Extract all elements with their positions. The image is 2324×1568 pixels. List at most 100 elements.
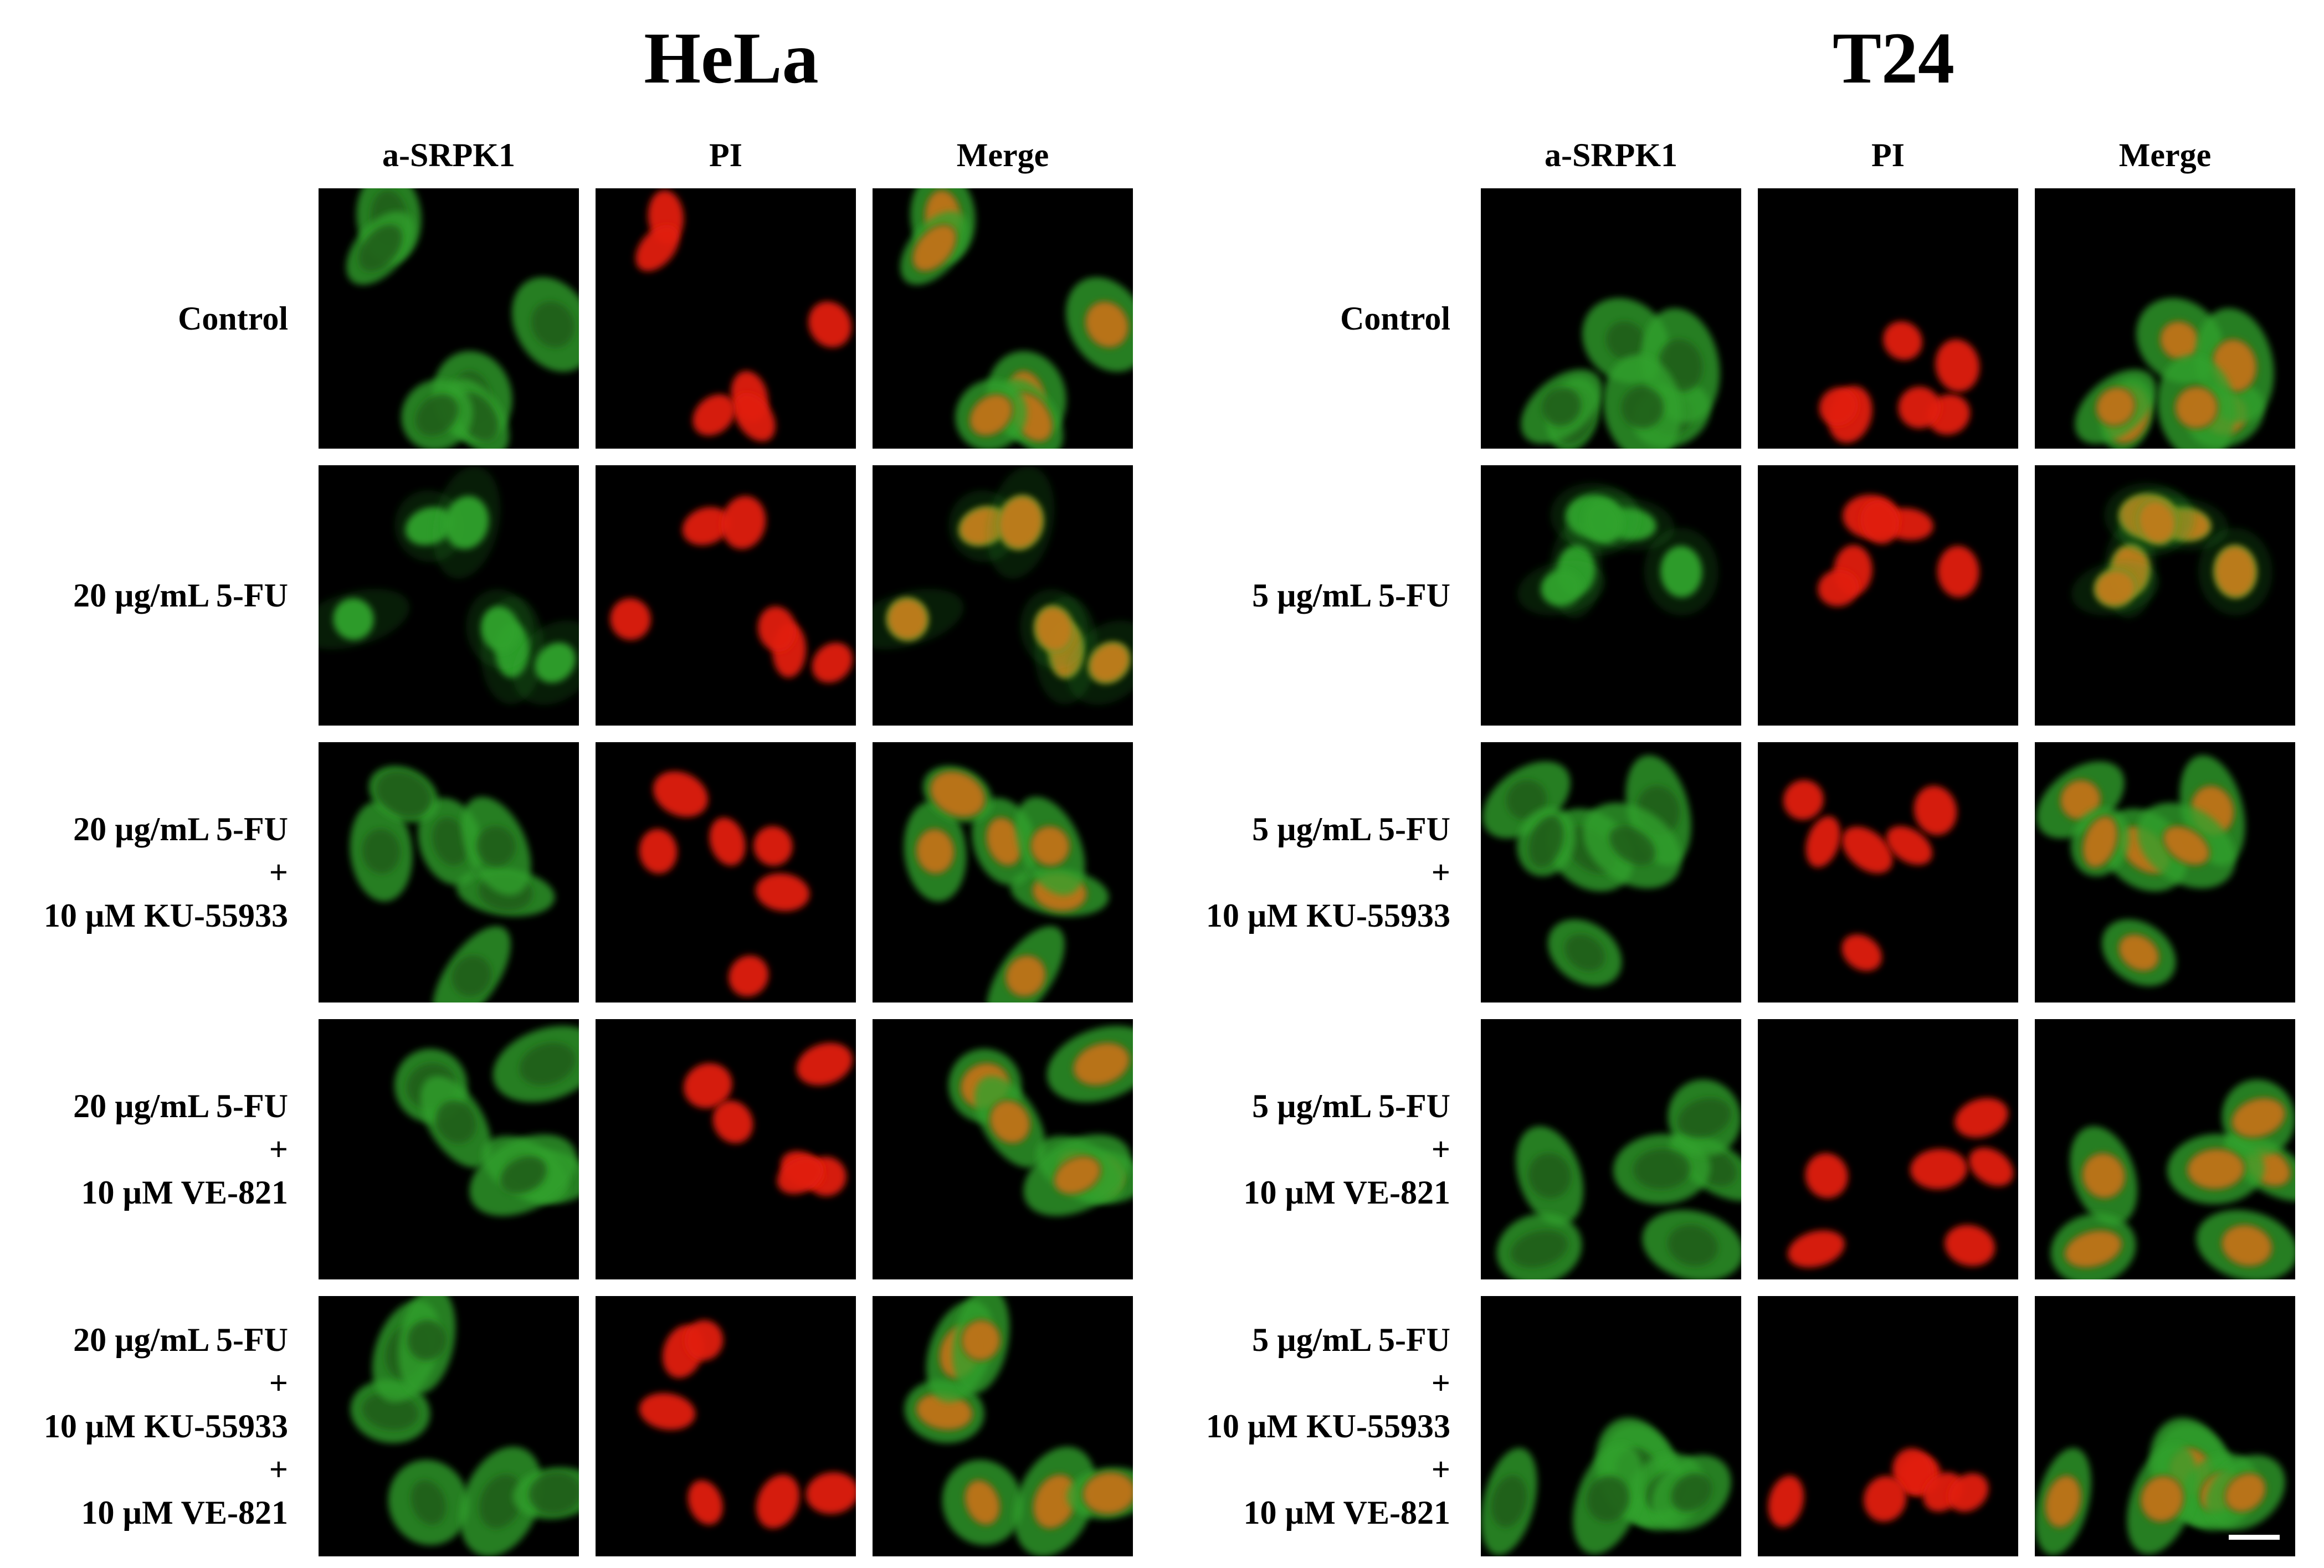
micrograph-image (596, 465, 856, 726)
row-label-line: 20 µg/mL 5-FU (73, 1088, 288, 1124)
micrograph-tile-srpk1 (319, 1019, 579, 1279)
micrograph-tile-merge (873, 188, 1133, 449)
micrograph-image (1758, 1019, 2018, 1279)
row-label-line: 20 µg/mL 5-FU (73, 811, 288, 847)
row-label-plus: + (1431, 1365, 1450, 1401)
row-label-line: Control (1340, 300, 1450, 337)
micrograph-tile-srpk1 (1481, 1296, 1741, 1556)
row-label-plus: + (269, 1451, 288, 1488)
micrograph-tile-pi (1758, 1019, 2018, 1279)
panel-t24: T24 a-SRPK1 PI Merge Control 5 µg/mL 5-F… (1162, 0, 2324, 1568)
micrograph-image (873, 1019, 1133, 1279)
micrograph-image (1481, 1019, 1741, 1279)
column-header-srpk1: a-SRPK1 (1545, 137, 1677, 173)
row-label-line: 10 µM VE-821 (81, 1174, 288, 1211)
micrograph-image (873, 742, 1133, 1003)
micrograph-image (319, 1296, 579, 1556)
column-header-pi: PI (1871, 137, 1905, 173)
micrograph-tile-pi (596, 465, 856, 726)
row-label-control: Control (6, 188, 288, 449)
panel-title: HeLa (644, 17, 819, 99)
row-label-plus: + (269, 1131, 288, 1168)
row-label-plus: + (1431, 854, 1450, 891)
row-label-plus: + (1431, 1451, 1450, 1488)
row-label-control: Control (1168, 188, 1450, 449)
micrograph-image (596, 1019, 856, 1279)
micrograph-image (2035, 1019, 2295, 1279)
row-label-plus: + (269, 1365, 288, 1401)
row-label-line: 10 µM KU-55933 (1205, 1408, 1450, 1444)
micrograph-tile-merge (2035, 742, 2295, 1003)
row-label-line: 10 µM KU-55933 (43, 1408, 288, 1444)
micrograph-tile-pi (1758, 188, 2018, 449)
row-label-5fu-ku-ve: 5 µg/mL 5-FU + 10 µM KU-55933 + 10 µM VE… (1168, 1296, 1450, 1556)
row-label-5fu: 5 µg/mL 5-FU (1168, 465, 1450, 726)
column-header-merge: Merge (956, 137, 1049, 173)
row-label-5fu-ku: 5 µg/mL 5-FU + 10 µM KU-55933 (1168, 742, 1450, 1003)
micrograph-tile-srpk1 (1481, 465, 1741, 726)
micrograph-tile-pi (596, 1296, 856, 1556)
column-header-pi: PI (709, 137, 742, 173)
micrograph-image (2035, 1296, 2295, 1556)
micrograph-tile-srpk1 (319, 1296, 579, 1556)
row-label-line: 10 µM KU-55933 (43, 897, 288, 934)
row-label-line: Control (178, 300, 288, 337)
micrograph-image (1481, 188, 1741, 449)
micrograph-tile-merge (873, 465, 1133, 726)
row-label-plus: + (1431, 1131, 1450, 1168)
row-label-line: 20 µg/mL 5-FU (73, 577, 288, 614)
column-header-srpk1: a-SRPK1 (382, 137, 515, 173)
micrograph-image (319, 465, 579, 726)
micrograph-image (873, 188, 1133, 449)
row-label-5fu-ve: 5 µg/mL 5-FU + 10 µM VE-821 (1168, 1019, 1450, 1279)
row-label-plus: + (269, 854, 288, 891)
micrograph-image (1481, 1296, 1741, 1556)
micrograph-image (319, 188, 579, 449)
row-label-line: 5 µg/mL 5-FU (1252, 1322, 1450, 1358)
scale-bar-icon (2229, 1535, 2280, 1540)
micrograph-tile-pi (596, 188, 856, 449)
micrograph-tile-pi (596, 742, 856, 1003)
micrograph-tile-merge (2035, 1296, 2295, 1556)
row-label-5fu-ku: 20 µg/mL 5-FU + 10 µM KU-55933 (6, 742, 288, 1003)
row-label-line: 10 µM VE-821 (81, 1494, 288, 1531)
micrograph-image (1758, 742, 2018, 1003)
micrograph-image (1481, 465, 1741, 726)
micrograph-tile-pi (1758, 1296, 2018, 1556)
micrograph-tile-pi (596, 1019, 856, 1279)
micrograph-image (873, 1296, 1133, 1556)
micrograph-image (2035, 465, 2295, 726)
row-label-5fu-ve: 20 µg/mL 5-FU + 10 µM VE-821 (6, 1019, 288, 1279)
micrograph-tile-merge (2035, 188, 2295, 449)
row-label-line: 10 µM VE-821 (1243, 1494, 1450, 1531)
row-label-line: 5 µg/mL 5-FU (1252, 811, 1450, 847)
micrograph-image (1481, 742, 1741, 1003)
micrograph-tile-srpk1 (319, 465, 579, 726)
row-label-line: 10 µM KU-55933 (1205, 897, 1450, 934)
row-label-line: 10 µM VE-821 (1243, 1174, 1450, 1211)
micrograph-image (596, 742, 856, 1003)
micrograph-tile-pi (1758, 465, 2018, 726)
micrograph-image (596, 188, 856, 449)
micrograph-tile-srpk1 (319, 188, 579, 449)
micrograph-tile-merge (2035, 465, 2295, 726)
micrograph-image (319, 1019, 579, 1279)
row-label-5fu-ku-ve: 20 µg/mL 5-FU + 10 µM KU-55933 + 10 µM V… (6, 1296, 288, 1556)
micrograph-tile-srpk1 (1481, 742, 1741, 1003)
micrograph-image (319, 742, 579, 1003)
panel-title: T24 (1832, 17, 1955, 99)
row-label-5fu: 20 µg/mL 5-FU (6, 465, 288, 726)
micrograph-tile-merge (873, 742, 1133, 1003)
panel-hela: HeLa a-SRPK1 PI Merge Control 20 µg/mL 5… (6, 17, 1133, 1556)
row-label-line: 5 µg/mL 5-FU (1252, 1088, 1450, 1124)
micrograph-tile-merge (2035, 1019, 2295, 1279)
micrograph-tile-srpk1 (1481, 188, 1741, 449)
micrograph-tile-srpk1 (1481, 1019, 1741, 1279)
micrograph-image (2035, 742, 2295, 1003)
column-header-merge: Merge (2118, 137, 2212, 173)
micrograph-tile-pi (1758, 742, 2018, 1003)
micrograph-image (1758, 188, 2018, 449)
row-label-line: 5 µg/mL 5-FU (1252, 577, 1450, 614)
micrograph-image (1758, 465, 2018, 726)
